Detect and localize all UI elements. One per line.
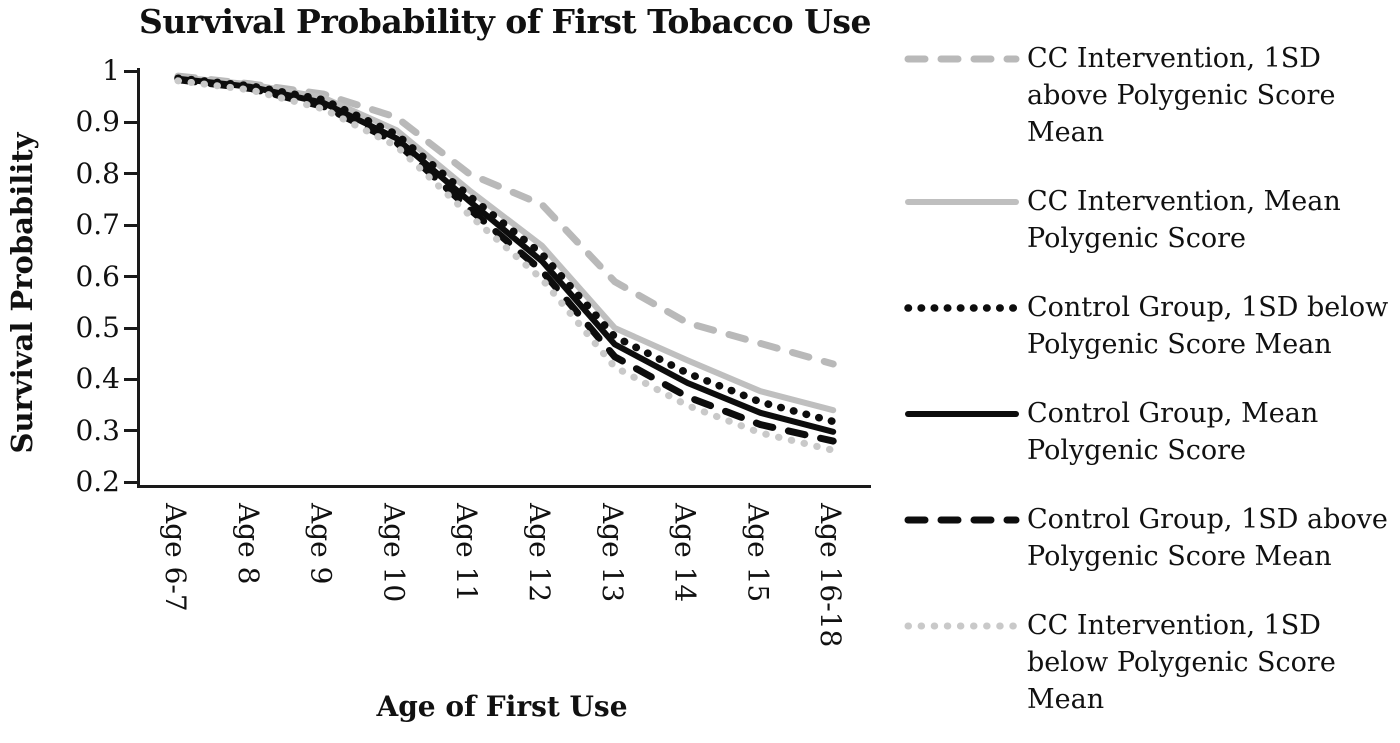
legend-label-line: Mean bbox=[1027, 117, 1105, 148]
legend-label-line: Polygenic Score Mean bbox=[1027, 329, 1332, 360]
legend-item-6: CC Intervention, 1SD below Polygenic Scor… bbox=[903, 607, 1400, 718]
legend-label-line: Polygenic Score Mean bbox=[1027, 541, 1332, 572]
x-tick-label: Age 11 bbox=[450, 503, 484, 603]
series-line-6 bbox=[174, 77, 837, 454]
x-axis-title: Age of First Use bbox=[376, 690, 628, 723]
legend-swatch-solid-icon bbox=[905, 199, 1019, 205]
legend-swatch-dash-icon bbox=[904, 55, 1020, 63]
y-tick-mark bbox=[124, 480, 137, 484]
legend-swatch-dot-icon bbox=[904, 304, 1020, 312]
legend-label: CC Intervention, Mean Polygenic Score bbox=[1027, 183, 1341, 257]
y-tick-label: 0.3 bbox=[75, 413, 120, 447]
x-tick-label: Age 15 bbox=[741, 503, 775, 603]
x-tick-label: Age 6-7 bbox=[159, 503, 192, 612]
legend-label-line: CC Intervention, Mean bbox=[1027, 186, 1341, 217]
legend-label-line: below Polygenic Score bbox=[1027, 647, 1336, 678]
legend-label-line: Control Group, 1SD below bbox=[1027, 292, 1389, 323]
legend-label-line: CC Intervention, 1SD bbox=[1027, 43, 1321, 74]
series-lines-canvas bbox=[174, 72, 837, 454]
legend-label-line: CC Intervention, 1SD bbox=[1027, 610, 1321, 641]
y-tick-mark bbox=[124, 326, 137, 330]
x-tick-label: Age 12 bbox=[523, 503, 556, 603]
series-line-2 bbox=[175, 74, 837, 414]
chart-title: Survival Probability of First Tobacco Us… bbox=[139, 2, 871, 41]
legend-label-line: Control Group, Mean bbox=[1027, 398, 1319, 429]
legend-label: CC Intervention, 1SD below Polygenic Scor… bbox=[1027, 607, 1336, 718]
legend-label-line: Control Group, 1SD above bbox=[1027, 504, 1388, 535]
y-tick-mark bbox=[124, 275, 137, 279]
legend-swatch-dash-icon bbox=[904, 516, 1020, 524]
legend-label: Control Group, 1SD above Polygenic Score … bbox=[1027, 501, 1388, 575]
legend-label-line: Polygenic Score bbox=[1027, 223, 1246, 254]
x-tick-label: Age 9 bbox=[304, 503, 338, 585]
legend-label: Control Group, Mean Polygenic Score bbox=[1027, 395, 1318, 469]
x-tick-label: Age 13 bbox=[595, 503, 629, 603]
legend-label: Control Group, 1SD below Polygenic Score … bbox=[1027, 289, 1388, 363]
x-tick-label: Age 16-18 bbox=[814, 503, 848, 648]
y-tick-label: 0.6 bbox=[75, 259, 120, 293]
x-tick-label: Age 14 bbox=[668, 503, 702, 603]
legend-label-line: above Polygenic Score bbox=[1027, 80, 1336, 111]
legend-item-5: Control Group, 1SD above Polygenic Score … bbox=[903, 501, 1400, 575]
y-tick-label: 0.4 bbox=[75, 362, 120, 396]
legend-label: CC Intervention, 1SD above Polygenic Scor… bbox=[1027, 40, 1335, 151]
legend-label-line: Mean bbox=[1027, 684, 1105, 715]
legend: CC Intervention, 1SD above Polygenic Scor… bbox=[903, 40, 1400, 718]
y-tick-label: 1 bbox=[102, 54, 120, 87]
y-tick-label: 0.8 bbox=[75, 156, 120, 190]
legend-item-1: CC Intervention, 1SD above Polygenic Scor… bbox=[903, 40, 1400, 151]
legend-label-line: Polygenic Score bbox=[1027, 435, 1246, 466]
y-tick-label: 0.2 bbox=[75, 465, 120, 499]
y-tick-mark bbox=[124, 377, 137, 381]
y-tick-label: 0.5 bbox=[75, 311, 120, 344]
y-tick-label: 0.7 bbox=[75, 208, 120, 242]
y-tick-mark bbox=[124, 223, 137, 227]
legend-item-2: CC Intervention, Mean Polygenic Score bbox=[903, 183, 1400, 257]
y-tick-label: 0.9 bbox=[75, 105, 120, 139]
legend-swatch-solid-icon bbox=[905, 411, 1019, 417]
plot-area bbox=[137, 68, 871, 488]
series-line-3 bbox=[174, 74, 837, 426]
y-axis-title: Survival Probability bbox=[5, 132, 39, 454]
x-tick-label: Age 8 bbox=[231, 503, 265, 585]
legend-swatch-dot-icon bbox=[904, 622, 1020, 630]
series-line-5 bbox=[174, 76, 837, 445]
y-tick-mark bbox=[124, 69, 137, 73]
y-tick-mark bbox=[124, 172, 137, 176]
y-tick-mark bbox=[124, 120, 137, 124]
legend-item-4: Control Group, Mean Polygenic Score bbox=[903, 395, 1400, 469]
y-tick-mark bbox=[124, 429, 137, 433]
x-tick-label: Age 10 bbox=[377, 503, 411, 603]
legend-item-3: Control Group, 1SD below Polygenic Score … bbox=[903, 289, 1400, 363]
